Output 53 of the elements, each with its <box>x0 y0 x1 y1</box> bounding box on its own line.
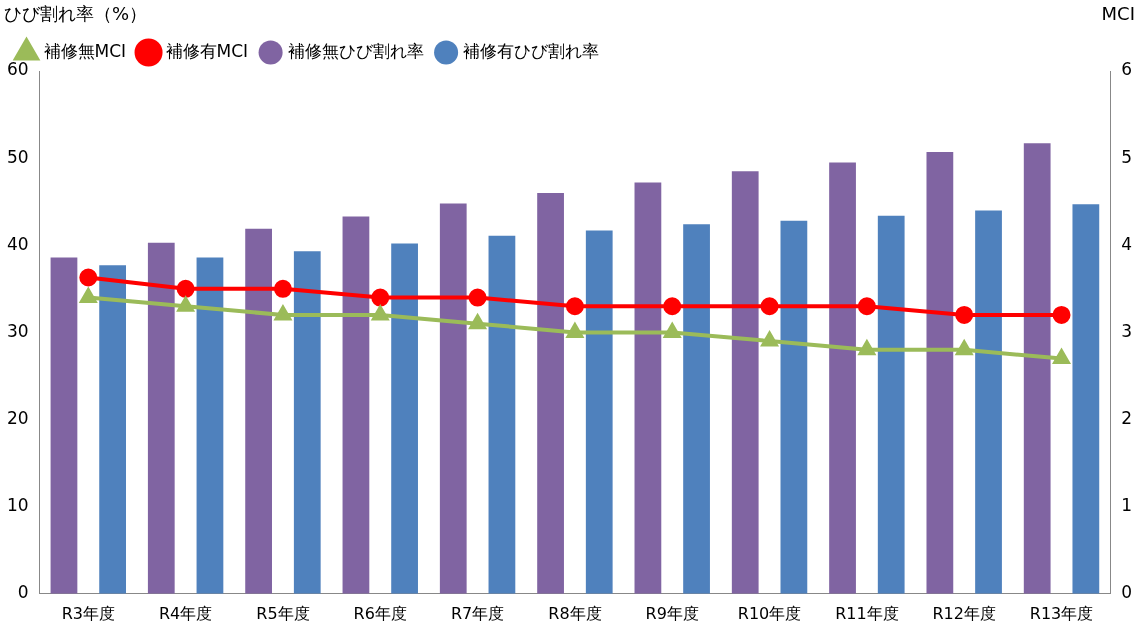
x-tick-label: R9年度 <box>645 603 699 623</box>
x-tick-label: R10年度 <box>737 603 802 623</box>
bar <box>245 228 272 594</box>
legend-label: 補修無MCI <box>43 40 127 61</box>
bar <box>1023 143 1051 594</box>
y2-tick-label: 5 <box>1121 146 1133 167</box>
bar <box>439 203 467 594</box>
bar <box>780 220 808 594</box>
x-tick-label: R13年度 <box>1029 603 1094 623</box>
x-tick-label: R11年度 <box>835 603 899 623</box>
bar <box>50 257 78 594</box>
legend-label: 補修有MCI <box>165 40 249 61</box>
x-tick-label: R7年度 <box>450 603 505 623</box>
bar <box>926 152 954 594</box>
y2-tick-label: 4 <box>1121 233 1133 254</box>
legend-label: 補修有ひび割れ率 <box>463 40 600 61</box>
y2-tick-label: 3 <box>1121 320 1133 341</box>
y-tick-label: 40 <box>6 233 29 254</box>
y2-tick-label: 2 <box>1121 407 1133 428</box>
bar <box>634 182 662 594</box>
y-tick-label: 0 <box>17 582 29 603</box>
bar <box>147 242 175 594</box>
y-axis-title: ひび割れ率（%） <box>4 2 148 24</box>
bar <box>731 171 759 594</box>
bar <box>1072 204 1100 594</box>
bar <box>683 224 710 594</box>
y2-tick-label: 6 <box>1121 59 1133 80</box>
y2-axis-title: MCI <box>1101 2 1135 24</box>
y2-tick-label: 1 <box>1121 495 1133 516</box>
bar <box>99 265 127 594</box>
legend-label: 補修無ひび割れ率 <box>287 40 424 61</box>
x-tick-label: R6年度 <box>353 603 407 623</box>
x-tick-label: R3年度 <box>61 603 115 623</box>
y-tick-label: 60 <box>6 59 29 80</box>
bar <box>342 216 370 594</box>
x-tick-label: R4年度 <box>158 603 213 623</box>
bar <box>829 162 856 594</box>
bar <box>196 257 224 594</box>
bar <box>391 243 418 594</box>
y-tick-label: 30 <box>6 320 29 341</box>
y2-tick-label: 0 <box>1121 582 1133 603</box>
bar <box>975 210 1002 594</box>
x-tick-label: R5年度 <box>256 603 310 623</box>
y-tick-label: 10 <box>6 495 29 516</box>
y-tick-label: 50 <box>6 146 29 167</box>
y-tick-label: 20 <box>6 407 29 428</box>
bar <box>585 230 613 594</box>
bar <box>877 215 905 594</box>
bar <box>488 235 516 594</box>
x-tick-label: R8年度 <box>548 603 602 623</box>
bar <box>537 192 564 594</box>
bar <box>293 251 321 594</box>
x-tick-label: R12年度 <box>932 603 996 623</box>
